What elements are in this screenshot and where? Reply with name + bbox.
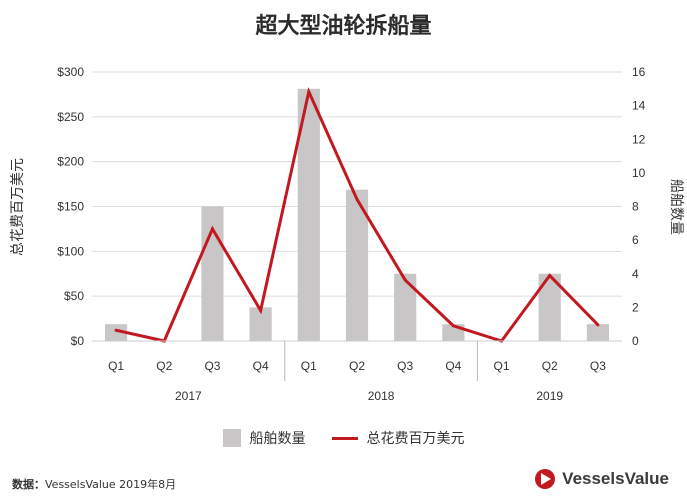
legend-swatch-line	[331, 436, 358, 440]
right-tick-label: 14	[632, 99, 646, 113]
x-tick-label: Q1	[494, 359, 510, 373]
legend-label-line: 总花费百万美元	[366, 431, 465, 447]
year-label: 2019	[536, 389, 563, 403]
right-tick-label: 2	[632, 300, 639, 314]
x-tick-label: Q4	[253, 359, 269, 373]
bar	[586, 324, 609, 341]
x-tick-label: Q2	[542, 359, 558, 373]
left-tick-label: $150	[57, 200, 84, 214]
x-tick-label: Q3	[397, 359, 413, 373]
line-point	[259, 309, 263, 313]
right-tick-label: 4	[632, 267, 639, 281]
right-tick-label: 10	[632, 166, 646, 180]
brand-name: VesselsValue	[562, 469, 669, 488]
line-point	[548, 274, 552, 278]
line-point	[307, 90, 311, 94]
bar	[345, 189, 369, 341]
year-label: 2017	[175, 389, 202, 403]
x-tick-label: Q2	[156, 359, 172, 373]
left-axis-label: 总花费百万美元	[10, 158, 26, 256]
x-tick-label: Q1	[108, 359, 124, 373]
line-point	[403, 278, 407, 282]
right-tick-label: 12	[632, 132, 646, 146]
legend-item-line: 总花费百万美元	[331, 428, 465, 448]
x-tick-label: Q2	[349, 359, 365, 373]
bar	[538, 273, 561, 341]
axes: $0 $50 $100 $150 $200 $250 $300 0 2 4 6 8 10 12 14 16 Q1…	[57, 65, 645, 403]
x-tick-label: Q4	[445, 359, 461, 373]
chart-title: 超大型油轮拆船量	[255, 14, 432, 39]
legend: 船舶数量 总花费百万美元	[0, 428, 687, 448]
source-text: VesselsValue 2019年8月	[45, 478, 177, 491]
legend-swatch-bar	[222, 429, 241, 447]
right-tick-label: 0	[632, 334, 639, 348]
line-series	[114, 86, 600, 343]
source-note: 数据：VesselsValue 2019年8月	[12, 476, 176, 492]
right-axis-label: 船舶数量	[668, 179, 684, 235]
left-tick-label: $100	[57, 244, 84, 258]
x-tick-label: Q3	[590, 359, 606, 373]
year-label: 2018	[368, 389, 395, 403]
bar	[394, 273, 417, 341]
legend-label-bars: 船舶数量	[249, 431, 306, 447]
brand-triangle-icon	[535, 469, 556, 489]
left-tick-label: $200	[57, 155, 84, 169]
left-tick-label: $0	[71, 334, 85, 348]
source-label: 数据：	[12, 478, 45, 491]
left-tick-label: $250	[57, 110, 84, 124]
x-tick-label: Q1	[301, 359, 317, 373]
right-tick-label: 16	[632, 65, 646, 79]
right-tick-label: 8	[632, 200, 639, 214]
line-point	[596, 323, 600, 327]
brand-logo: VesselsValue	[534, 468, 669, 490]
left-tick-label: $300	[57, 65, 84, 79]
bar	[105, 324, 128, 341]
x-tick-label: Q3	[204, 359, 220, 373]
bar	[249, 307, 272, 341]
left-tick-label: $50	[64, 289, 84, 303]
line-point	[210, 227, 214, 231]
legend-item-bars: 船舶数量	[222, 428, 306, 448]
line-point	[451, 324, 455, 328]
bar	[297, 88, 320, 341]
right-tick-label: 6	[632, 233, 639, 247]
line-point	[355, 197, 359, 201]
line-point	[114, 328, 118, 332]
